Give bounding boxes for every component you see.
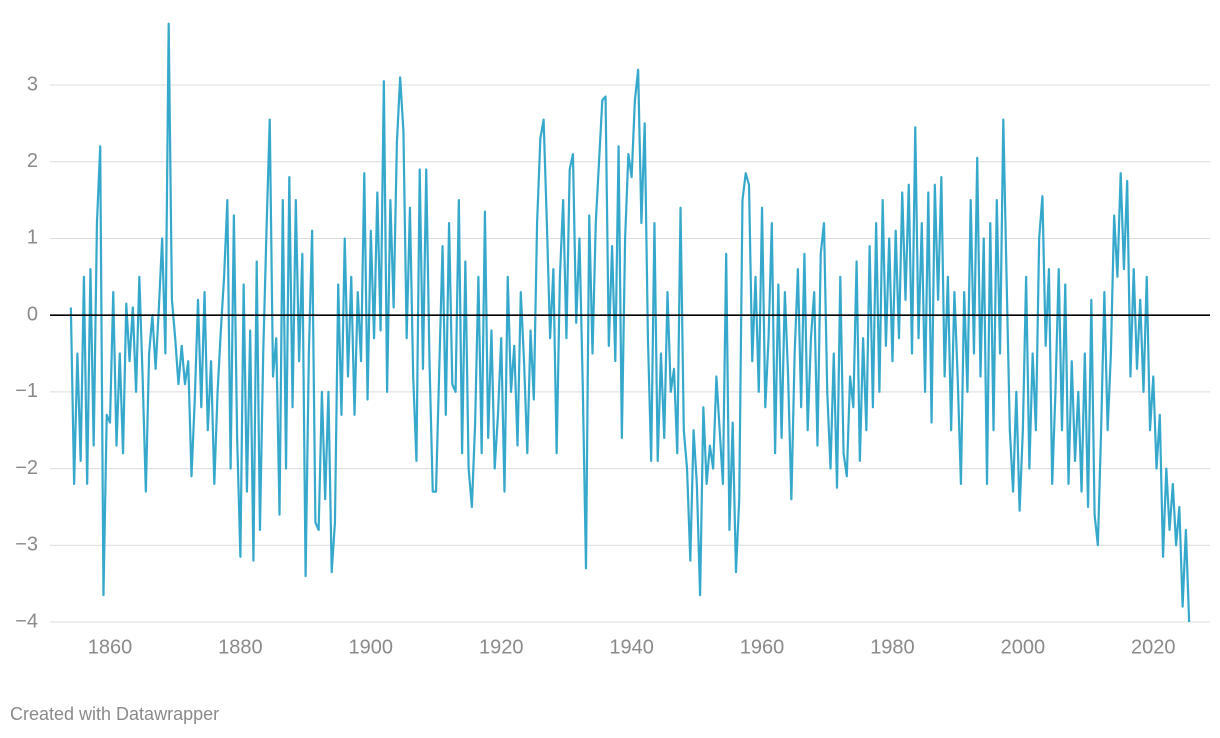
y-tick-label: 0 xyxy=(27,303,38,325)
y-tick-label: −3 xyxy=(15,534,38,556)
x-tick-label: 1900 xyxy=(349,636,394,658)
credit: Created with Datawrapper xyxy=(10,704,219,724)
x-tick-label: 1920 xyxy=(479,636,524,658)
y-tick-label: −4 xyxy=(15,610,38,632)
y-tick-label: −2 xyxy=(15,457,38,479)
x-tick-label: 1880 xyxy=(218,636,263,658)
x-tick-label: 1960 xyxy=(740,636,785,658)
x-tick-label: 2020 xyxy=(1131,636,1176,658)
x-tick-label: 1860 xyxy=(88,636,133,658)
y-tick-label: 1 xyxy=(27,227,38,249)
x-tick-label: 2000 xyxy=(1001,636,1046,658)
y-tick-label: 2 xyxy=(27,150,38,172)
x-tick-label: 1940 xyxy=(609,636,654,658)
y-tick-label: 3 xyxy=(27,73,38,95)
x-tick-label: 1980 xyxy=(870,636,915,658)
data-line xyxy=(69,22,1191,623)
y-tick-label: −1 xyxy=(15,380,38,402)
